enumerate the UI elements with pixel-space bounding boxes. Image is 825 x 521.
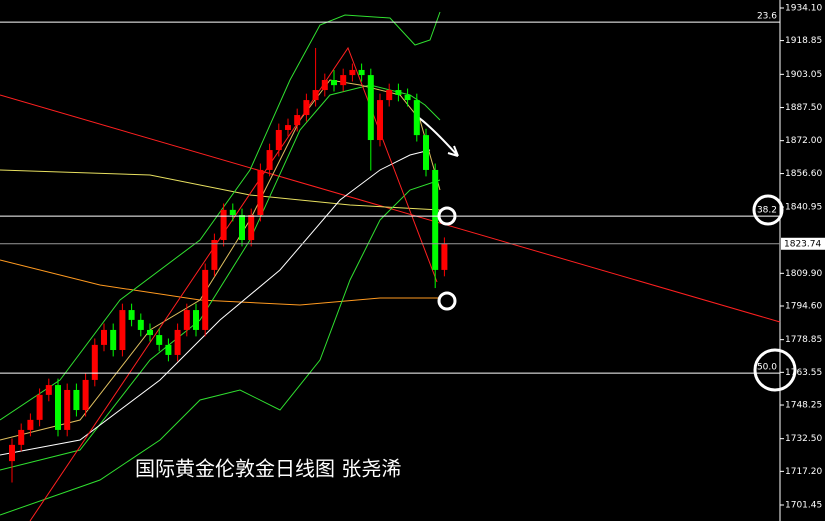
- candle-body: [64, 389, 71, 430]
- candle-body: [404, 94, 411, 101]
- highlight-circle: [753, 348, 797, 392]
- candle-body: [386, 90, 393, 101]
- candle-body: [183, 310, 190, 330]
- candle-body: [413, 100, 420, 136]
- candle-body: [147, 329, 153, 336]
- candle-body: [441, 243, 448, 270]
- candle-body: [358, 69, 365, 76]
- candle-body: [119, 310, 126, 351]
- candle-body: [275, 129, 282, 151]
- current-price-label: 1823.74: [784, 239, 821, 249]
- y-tick-label: 1794.60: [785, 302, 822, 312]
- y-tick-label: 1732.50: [785, 434, 822, 444]
- candle-body: [156, 335, 163, 345]
- candle-body: [395, 90, 402, 95]
- candle-body: [193, 310, 199, 330]
- candle-body: [303, 100, 310, 116]
- candle-body: [73, 389, 80, 411]
- candle-body: [165, 344, 172, 355]
- candle-body: [321, 80, 328, 91]
- y-tick-label: 1918.85: [785, 36, 822, 46]
- candle-body: [211, 240, 218, 270]
- y-tick-label: 1778.85: [785, 335, 822, 345]
- candle-body: [202, 269, 209, 330]
- candle-body: [36, 394, 43, 420]
- ma-20: [0, 149, 431, 456]
- candle-body: [45, 385, 52, 395]
- y-tick-label: 1748.25: [785, 401, 822, 411]
- bollinger-upper: [0, 11, 441, 421]
- current-price-box: [781, 237, 825, 250]
- ma-mid: [0, 259, 440, 306]
- highlight-circle: [437, 291, 457, 311]
- candle-body: [312, 90, 319, 101]
- fib-label: 38.2: [757, 206, 777, 216]
- candle-body: [91, 344, 98, 380]
- y-tick-label: 1872.00: [785, 136, 822, 146]
- candle-body: [239, 215, 245, 241]
- y-tick-label: 1809.90: [785, 269, 822, 279]
- y-tick-label: 1903.05: [785, 70, 822, 80]
- candle-body: [294, 115, 301, 126]
- candle-body: [174, 329, 181, 355]
- candle-body: [331, 80, 337, 86]
- candle-body: [110, 329, 117, 351]
- trend-line: [0, 94, 781, 323]
- candle-body: [82, 379, 89, 411]
- candle-body: [101, 329, 107, 345]
- y-tick-label: 1701.45: [785, 500, 822, 510]
- candle-body: [128, 310, 135, 320]
- bollinger-lower: [0, 179, 441, 516]
- ma-long: [0, 169, 441, 211]
- candle-body: [18, 429, 25, 445]
- candle-body: [377, 100, 383, 141]
- y-tick-label: 1763.55: [785, 368, 822, 378]
- candle-body: [266, 150, 273, 170]
- y-tick-label: 1934.10: [785, 4, 822, 14]
- y-tick-label: 1887.50: [785, 103, 822, 113]
- candle-body: [257, 169, 264, 216]
- candle-body: [349, 69, 356, 76]
- zigzag: [29, 46, 438, 521]
- candle-body: [248, 215, 255, 241]
- bollinger-mid: [0, 84, 441, 471]
- candle-body: [220, 209, 227, 241]
- candle-body: [432, 169, 439, 270]
- fib-label: 23.6: [757, 12, 777, 22]
- plot: [9, 47, 448, 483]
- highlight-circle: [752, 194, 784, 226]
- candle-body: [367, 75, 374, 141]
- candle-body: [285, 125, 291, 130]
- candle-body: [229, 209, 236, 216]
- y-tick-label: 1840.95: [785, 202, 822, 212]
- y-tick-label: 1856.60: [785, 169, 822, 179]
- candle-body: [423, 135, 429, 170]
- annotation: 国际黄金伦敦金日线图 张尧浠: [135, 457, 401, 481]
- candle-body: [9, 444, 15, 462]
- fib-label: 50.0: [757, 363, 777, 373]
- candle-body: [55, 385, 61, 430]
- candle-body: [27, 419, 34, 430]
- y-tick-label: 1717.20: [785, 467, 822, 477]
- candle-body: [340, 75, 347, 86]
- candle-body: [137, 319, 144, 330]
